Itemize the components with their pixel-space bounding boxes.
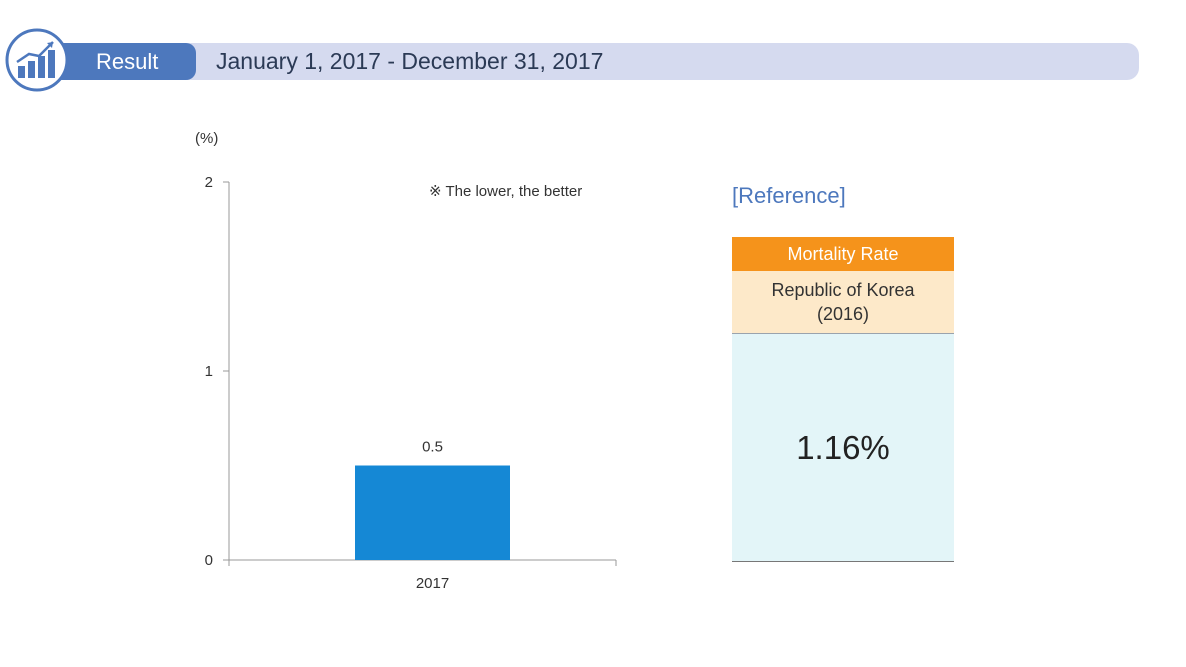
data-label-2017: 0.5 <box>422 439 443 456</box>
y-tick-label: 2 <box>205 174 213 191</box>
reference-value-box: 1.16% <box>732 334 954 562</box>
reference-title: [Reference] <box>732 183 846 208</box>
reference-subheader: Republic of Korea (2016) <box>732 271 954 334</box>
reference-country: Republic of Korea <box>771 280 915 300</box>
result-pill <box>58 43 196 80</box>
chart-note: ※ The lower, the better <box>429 183 583 200</box>
chart-growth-icon <box>5 28 69 92</box>
reference-value: 1.16% <box>796 428 890 466</box>
result-label: Result <box>96 49 159 74</box>
y-unit-label: (%) <box>195 130 219 147</box>
y-tick-label: 0 <box>205 552 213 569</box>
period-text: January 1, 2017 - December 31, 2017 <box>216 48 604 74</box>
header-banner <box>60 43 1139 80</box>
reference-year: (2016) <box>816 304 870 324</box>
x-tick-label-2017: 2017 <box>416 575 449 592</box>
y-tick-label: 1 <box>205 363 213 380</box>
bar-2017 <box>355 465 510 560</box>
reference-header: Mortality Rate <box>732 237 954 271</box>
